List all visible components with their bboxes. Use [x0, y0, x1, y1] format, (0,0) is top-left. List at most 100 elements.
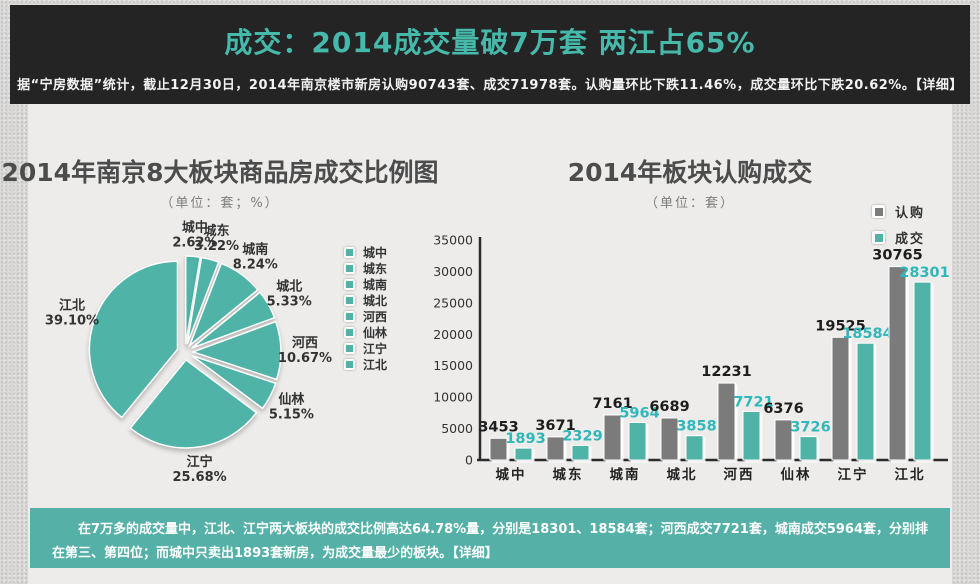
pie-legend-label: 江宁	[363, 341, 388, 356]
pie-legend-item-河西[interactable]: 河西	[344, 310, 387, 324]
header-detail-link[interactable]: 【详细】	[915, 78, 963, 93]
pie-slice-城南[interactable]	[187, 262, 259, 348]
bar-legend: 认购 成交	[872, 202, 925, 254]
pie-slice-label-城中: 城中 2.62%	[172, 219, 217, 250]
pie-slice-城北[interactable]	[191, 291, 276, 349]
bar-value-label-成交-仙林: 3726	[790, 420, 830, 436]
legend-swatch-icon	[872, 205, 885, 218]
pie-legend-label: 城中	[363, 245, 388, 260]
pie-legend-item-仙林[interactable]: 仙林	[344, 325, 388, 340]
y-axis-tick-label: 15000	[433, 358, 473, 373]
x-axis-category-label-城南: 城南	[610, 466, 641, 483]
page-title: 成交：2014成交量破7万套 两江占65%	[224, 26, 756, 59]
pie-slice-label-城北: 城北 5.33%	[267, 279, 312, 310]
legend-swatch-icon	[344, 342, 355, 354]
bar-legend-label: 成交	[895, 232, 926, 247]
pie-chart-title: 2014年南京8大板块商品房成交比例图	[1, 158, 439, 187]
y-axis-tick-label: 0	[465, 453, 473, 468]
bar-legend-item-成交[interactable]: 成交	[872, 228, 925, 247]
x-axis-category-label-城东: 城东	[553, 466, 584, 483]
pie-slice-河西[interactable]	[190, 320, 282, 381]
pie-slice-城东[interactable]	[186, 256, 220, 345]
bar-value-label-认购-城中: 3453	[478, 419, 518, 435]
bar-plot: 0500010000150002000025000300003500034531…	[433, 233, 949, 484]
pie-slice-label-仙林: 仙林 5.15%	[269, 392, 314, 423]
bar-认购-城中[interactable]	[489, 437, 508, 461]
pie-plot: 城中 2.62%城东 3.22% 城南 8.24% 城北 5.33% 河西 10.67% 仙林 5.…	[45, 219, 332, 485]
x-axis-category-label-江北: 江北	[895, 466, 926, 483]
bar-成交-江宁[interactable]	[856, 342, 875, 461]
bar-legend-item-认购[interactable]: 认购	[872, 202, 925, 221]
y-axis-tick-label: 20000	[433, 327, 473, 342]
pie-slice-label-江宁: 江宁 25.68%	[173, 454, 227, 485]
bar-value-label-认购-江宁: 19525	[815, 318, 865, 334]
pie-legend-item-城北[interactable]: 城北	[344, 293, 388, 308]
bar-成交-城中[interactable]	[514, 447, 533, 461]
pie-slice-江宁[interactable]	[129, 358, 258, 449]
bar-value-label-成交-城北: 3858	[676, 419, 716, 435]
bar-value-label-成交-江北: 28301	[899, 265, 949, 281]
y-axis-tick-label: 5000	[441, 421, 473, 436]
bar-认购-江宁[interactable]	[831, 336, 850, 461]
bar-chart-title: 2014年板块认购成交	[567, 158, 813, 187]
pie-slice-江北[interactable]	[88, 260, 179, 419]
content-panel	[28, 104, 952, 584]
header-subtitle: 据“宁房数据”统计，截止12月30日，2014年南京楼市新房认购90743套、成…	[10, 74, 970, 93]
bar-value-label-认购-城南: 7161	[592, 396, 632, 412]
pie-legend-label: 城南	[363, 277, 388, 292]
legend-swatch-icon	[344, 262, 355, 274]
legend-swatch-icon	[344, 326, 355, 338]
y-axis-tick-label: 30000	[433, 264, 473, 279]
summary-box: 在7万多的成交量中，江北、江宁两大板块的成交比例高达64.78%量，分别是183…	[30, 508, 950, 568]
bar-value-label-成交-江宁: 18584	[842, 326, 892, 342]
bar-认购-城东[interactable]	[546, 436, 565, 461]
pie-legend-label: 城东	[363, 261, 388, 276]
pie-slice-label-河西: 河西 10.67%	[278, 335, 332, 366]
x-axis-category-label-城北: 城北	[667, 466, 698, 483]
pie-legend-item-江宁[interactable]: 江宁	[344, 341, 388, 356]
bar-认购-河西[interactable]	[717, 382, 736, 461]
pie-legend-item-城中[interactable]: 城中	[344, 245, 388, 260]
pie-slice-label-城南: 城南 8.24%	[233, 241, 278, 272]
bar-value-label-认购-城东: 3671	[535, 418, 575, 434]
x-axis-category-label-河西: 河西	[724, 466, 755, 483]
pie-legend-label: 仙林	[363, 325, 388, 340]
bar-value-label-认购-城北: 6689	[649, 399, 689, 415]
bar-成交-城东[interactable]	[571, 444, 590, 461]
bar-value-label-成交-城南: 5964	[619, 406, 659, 422]
pie-slice-仙林[interactable]	[191, 354, 277, 410]
pie-legend-label: 城北	[363, 293, 388, 308]
pie-legend-label: 江北	[363, 357, 388, 372]
bar-value-label-认购-江北: 30765	[872, 248, 922, 264]
summary-body: 在7万多的成交量中，江北、江宁两大板块的成交比例高达64.78%量，分别是183…	[52, 522, 929, 561]
x-axis-category-label-城中: 城中	[496, 466, 527, 483]
bar-成交-仙林[interactable]	[799, 436, 818, 461]
bar-认购-城北[interactable]	[660, 417, 679, 461]
summary-detail-link[interactable]: 【详细】	[452, 546, 498, 561]
bar-认购-江北[interactable]	[888, 266, 907, 461]
y-axis-tick-label: 25000	[433, 295, 473, 310]
pie-slice-城中[interactable]	[184, 255, 201, 345]
x-axis-category-label-仙林: 仙林	[781, 466, 812, 483]
bar-legend-label: 认购	[895, 206, 926, 221]
pie-slice-label-城东: 城东 3.22%	[194, 223, 239, 254]
bar-成交-城北[interactable]	[685, 435, 704, 461]
pie-legend-item-江北[interactable]: 江北	[344, 357, 388, 372]
bar-认购-仙林[interactable]	[774, 419, 793, 461]
legend-swatch-icon	[344, 310, 355, 322]
bar-认购-城南[interactable]	[603, 414, 622, 461]
pie-legend-item-城南[interactable]: 城南	[344, 277, 388, 292]
legend-swatch-icon	[344, 246, 355, 258]
bar-value-label-成交-河西: 7721	[733, 395, 773, 411]
pie-legend-item-城东[interactable]: 城东	[344, 261, 388, 276]
bar-value-label-成交-城中: 1893	[505, 431, 545, 447]
bar-成交-城南[interactable]	[628, 422, 647, 461]
pie-slice-label-江北: 江北 39.10%	[45, 297, 99, 328]
bar-value-label-认购-河西: 12231	[701, 364, 751, 380]
header-banner: 成交：2014成交量破7万套 两江占65% 据“宁房数据”统计，截止12月30日…	[10, 5, 970, 104]
x-axis-category-label-江宁: 江宁	[838, 466, 869, 483]
bar-成交-江北[interactable]	[913, 281, 932, 461]
bar-成交-河西[interactable]	[742, 411, 761, 461]
y-axis-tick-label: 10000	[433, 390, 473, 405]
